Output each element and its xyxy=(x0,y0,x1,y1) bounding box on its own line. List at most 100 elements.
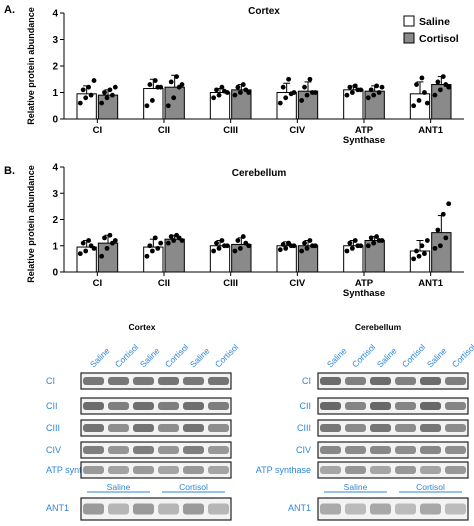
blot-band xyxy=(320,377,341,385)
data-point xyxy=(112,84,118,90)
data-point xyxy=(379,238,385,243)
lane-label-saline: Saline xyxy=(138,345,162,369)
blot-band xyxy=(370,466,391,474)
lane-label-cortisol: Cortisol xyxy=(113,342,141,370)
blot-row-label: CI xyxy=(46,376,55,386)
bar-cortisol xyxy=(164,86,185,120)
data-point xyxy=(347,84,353,90)
data-point xyxy=(349,90,355,95)
blot-strip xyxy=(80,461,232,479)
blot-band xyxy=(395,446,416,454)
chart-title-cortex: Cortex xyxy=(248,6,280,17)
data-point xyxy=(368,235,374,241)
data-point xyxy=(277,100,283,106)
blot-band xyxy=(208,446,229,454)
blot-band xyxy=(183,424,204,432)
blot-title-cerebellum: Cerebellum xyxy=(355,322,402,332)
data-point xyxy=(374,83,379,89)
data-point xyxy=(246,243,252,249)
data-point xyxy=(376,90,382,95)
data-point xyxy=(283,95,289,101)
legend-label-saline: Saline xyxy=(419,16,450,28)
blot-band xyxy=(158,446,179,454)
blot-band xyxy=(158,466,179,474)
blot-band xyxy=(208,503,229,515)
chart-cortex: Cortex Relative protein abundance 0 1 2 3 4 C… xyxy=(26,6,464,146)
blot-band xyxy=(320,424,341,432)
data-point xyxy=(443,235,449,241)
x-tick-label: CIII xyxy=(223,125,238,136)
data-point xyxy=(437,243,443,249)
data-point xyxy=(302,84,307,90)
data-point xyxy=(422,90,427,95)
ant1-group-label: Cortisol xyxy=(416,482,445,492)
data-point xyxy=(168,234,174,239)
x-tick-label: CIV xyxy=(289,278,306,289)
data-point xyxy=(86,84,91,90)
data-point xyxy=(371,92,377,98)
blot-band xyxy=(370,377,391,385)
y-tick-label: 2 xyxy=(52,215,58,226)
data-point xyxy=(302,240,307,246)
blot-band xyxy=(320,466,341,474)
data-point xyxy=(219,238,225,243)
blot-band xyxy=(83,466,104,474)
blot-band xyxy=(158,377,179,385)
blot-band xyxy=(320,402,341,410)
blot-band xyxy=(420,503,441,515)
x-tick-label: ATP xyxy=(355,278,374,289)
data-point xyxy=(174,232,180,238)
data-point xyxy=(144,253,150,259)
data-point xyxy=(91,245,97,251)
lane-label-saline: Saline xyxy=(375,345,399,369)
data-point xyxy=(99,253,105,259)
data-point xyxy=(237,90,243,95)
data-point xyxy=(168,79,174,85)
blot-band xyxy=(320,503,341,515)
data-point xyxy=(77,100,83,106)
data-point xyxy=(435,79,441,85)
chart-cerebellum: Cerebellum Relative protein abundance 0 1… xyxy=(26,163,464,299)
data-point xyxy=(80,87,86,93)
data-point xyxy=(211,248,217,254)
blot-band xyxy=(370,446,391,454)
data-point xyxy=(214,240,219,246)
bar-cortisol xyxy=(431,232,452,273)
data-point xyxy=(149,98,155,103)
blot-band xyxy=(208,402,229,410)
data-point xyxy=(358,243,364,249)
data-point xyxy=(368,87,374,93)
blot-band xyxy=(420,377,441,385)
blot-band xyxy=(420,402,441,410)
blot-band xyxy=(133,466,154,474)
data-point xyxy=(432,245,438,251)
y-tick-label: 3 xyxy=(52,35,58,46)
blot-band xyxy=(158,503,179,515)
data-point xyxy=(158,240,164,246)
blot-row-label: CIV xyxy=(46,445,61,455)
data-point xyxy=(88,92,94,98)
x-tick-label: CI xyxy=(93,125,103,136)
blot-band xyxy=(395,377,416,385)
data-point xyxy=(440,74,446,79)
blot-band xyxy=(370,402,391,410)
data-point xyxy=(414,248,419,254)
x-tick-label: CII xyxy=(158,278,170,289)
data-point xyxy=(147,243,153,249)
blot-band xyxy=(133,446,154,454)
blot-band xyxy=(83,446,104,454)
blot-band xyxy=(108,377,129,385)
blot-band xyxy=(208,466,229,474)
data-point xyxy=(371,240,377,246)
data-point xyxy=(174,74,180,79)
data-point xyxy=(83,95,89,101)
data-point xyxy=(99,100,105,106)
data-point xyxy=(83,248,89,254)
data-point xyxy=(365,243,371,249)
data-point xyxy=(104,95,110,101)
data-point xyxy=(216,245,222,251)
data-point xyxy=(440,211,446,217)
blot-band xyxy=(345,424,366,432)
data-point xyxy=(312,90,318,95)
